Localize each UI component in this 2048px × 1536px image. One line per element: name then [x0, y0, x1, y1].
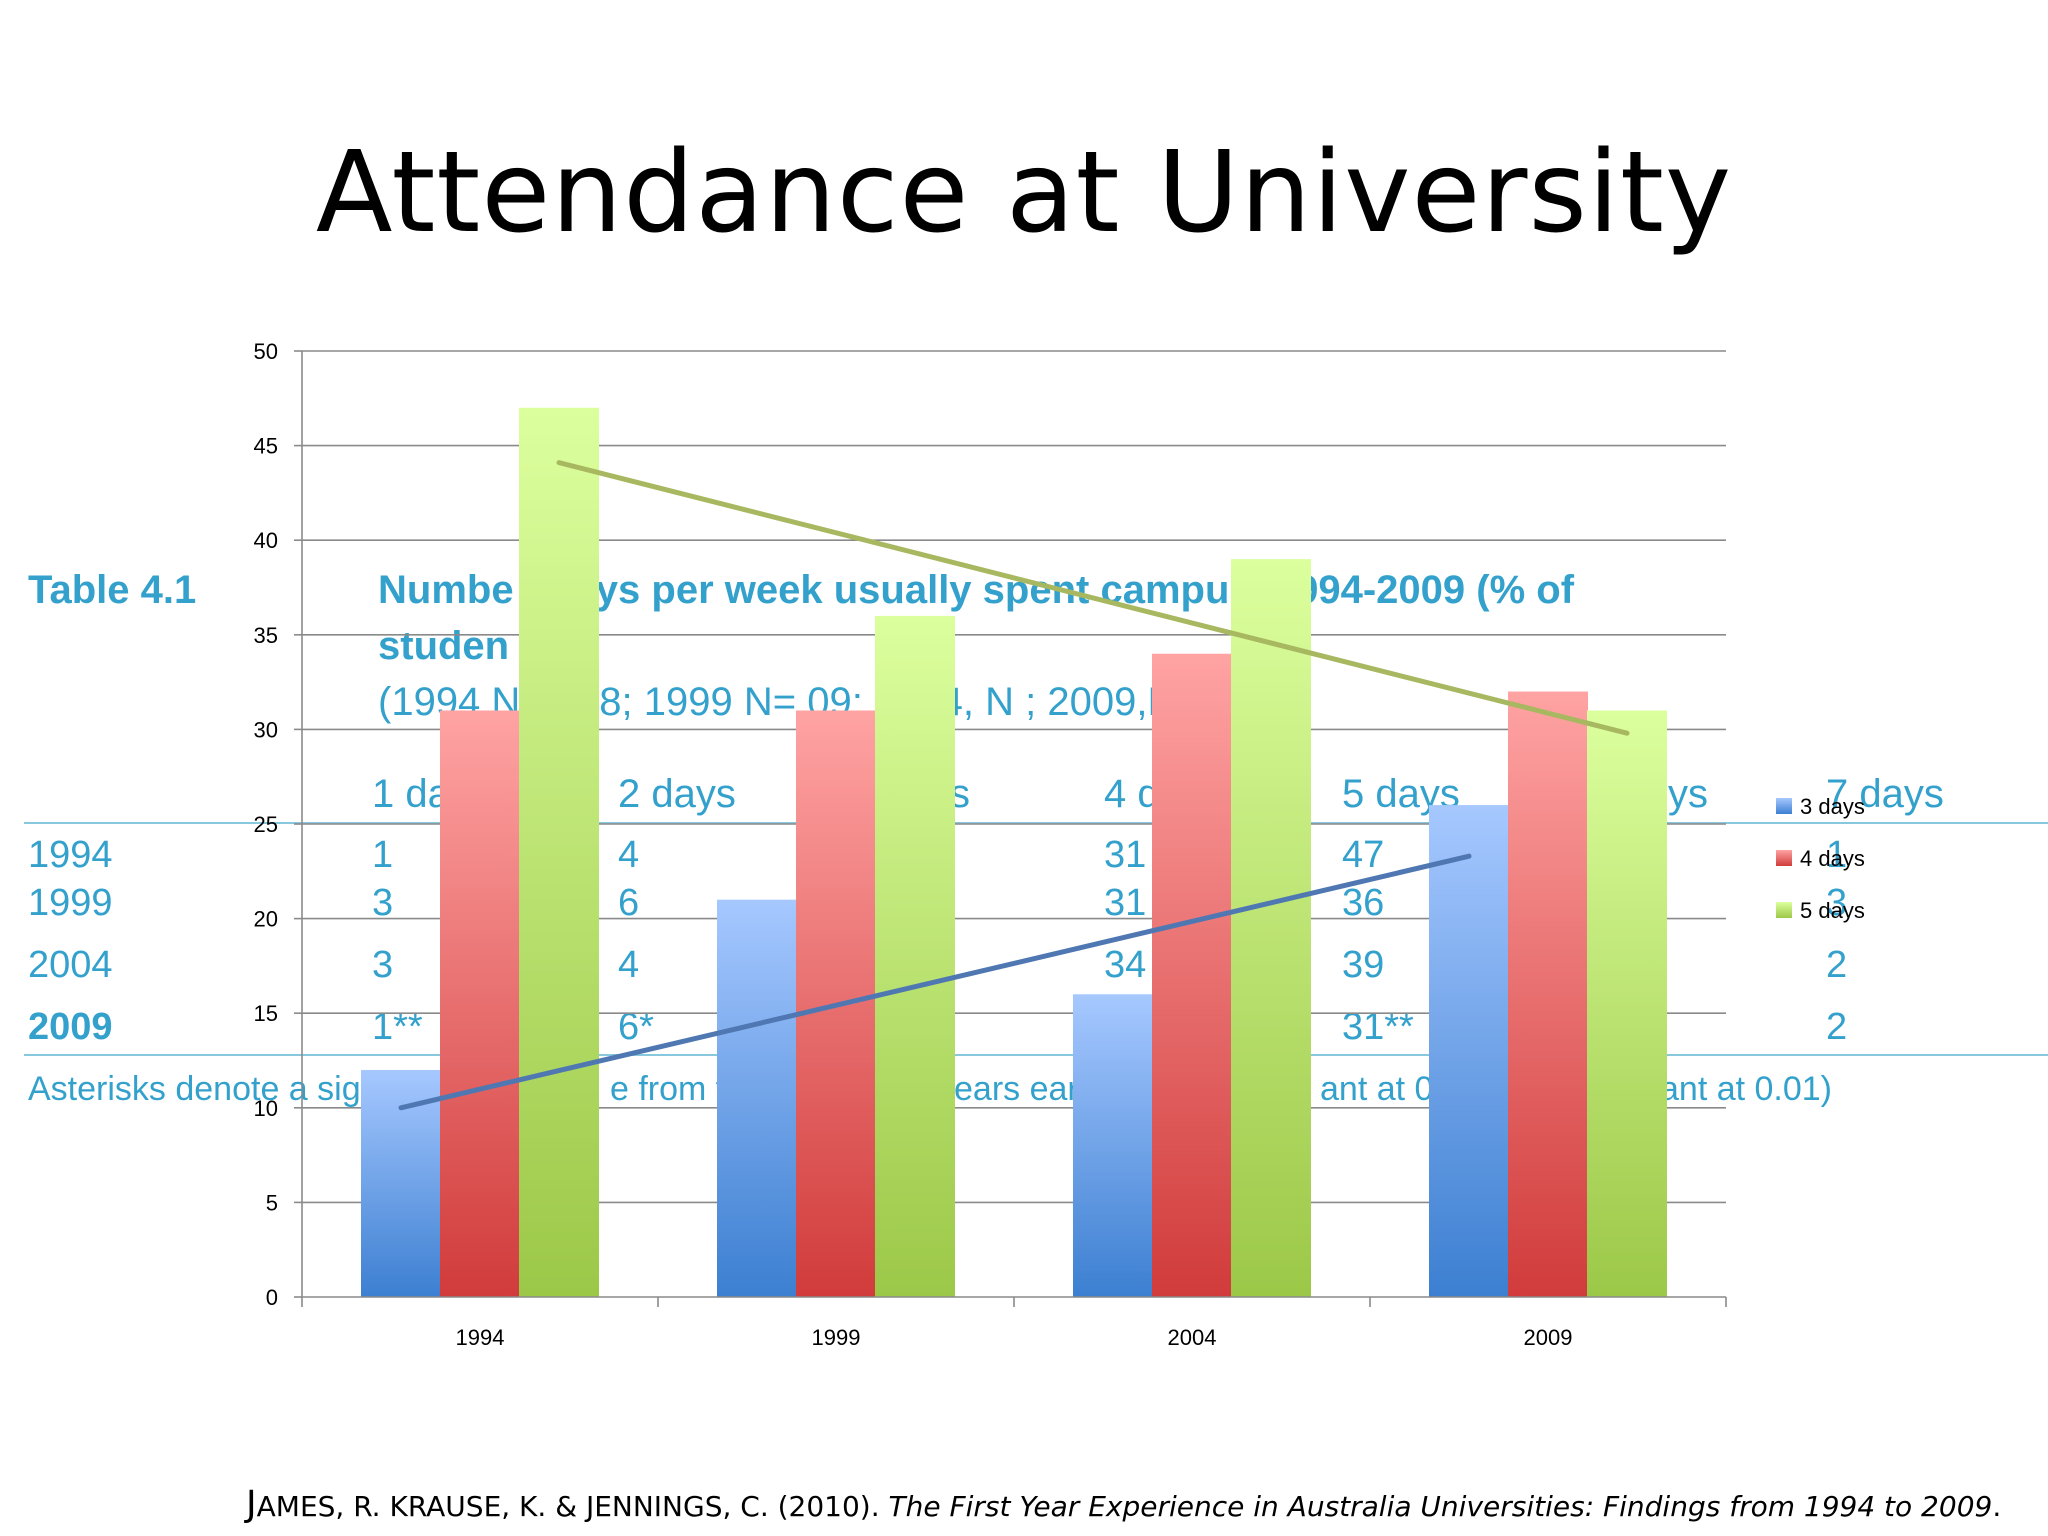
bar-3-days-2004: [1073, 994, 1153, 1297]
table-row-year: 1999: [28, 882, 113, 924]
citation-authors: AMES, R. KRAUSE, K. & JENNINGS, C. (2010…: [256, 1490, 889, 1523]
bar-4-days-2009: [1508, 691, 1588, 1297]
y-tick-label: 30: [254, 717, 278, 742]
citation: JAMES, R. KRAUSE, K. & JENNINGS, C. (201…: [246, 1484, 2001, 1525]
table-header: ys: [1668, 772, 1708, 816]
table-cell: 2: [1826, 944, 1848, 986]
y-tick-label: 20: [254, 907, 278, 932]
bar-4-days-1994: [440, 710, 520, 1297]
legend: 3 days 4 days 5 days: [1776, 794, 1865, 923]
trendlines: [398, 460, 1630, 1111]
y-tick-label: 10: [254, 1096, 278, 1121]
trendline-5-days: [556, 460, 1630, 736]
table-header: 2 days: [618, 772, 736, 816]
table-label: Table 4.1: [28, 568, 197, 612]
citation-end: .: [1992, 1490, 2002, 1523]
x-tick-label: 1999: [812, 1325, 861, 1350]
table-header: 7 days: [1826, 772, 1944, 816]
legend-swatch: [1776, 850, 1792, 866]
table-cell: 39: [1342, 944, 1385, 986]
citation-initial: J: [246, 1484, 257, 1525]
y-tick-label: 50: [254, 339, 278, 364]
bar-4-days-2004: [1152, 653, 1232, 1297]
table-cell: 3: [1826, 882, 1848, 924]
table-rule: [24, 822, 2048, 824]
table-cell: 1: [1826, 834, 1848, 876]
bar-3-days-1994: [361, 1069, 441, 1297]
table-cell: 4: [618, 944, 640, 986]
table-cell: 36: [1342, 882, 1385, 924]
table-cell: 31: [1104, 834, 1147, 876]
table-cell: 1: [372, 834, 394, 876]
table-rule: [24, 1054, 2048, 1056]
slide-title: Attendance at University: [315, 128, 1733, 258]
y-tick-label: 45: [254, 434, 278, 459]
table-cell: 3: [372, 882, 394, 924]
x-tick-label: 1994: [456, 1325, 505, 1350]
table-cell: 6: [618, 882, 640, 924]
legend-label: 4 days: [1800, 846, 1865, 871]
bar-5-days-1999: [875, 615, 955, 1297]
table-row-year: 2004: [28, 944, 113, 986]
legend-label: 3 days: [1800, 794, 1865, 819]
y-tick-label: 5: [266, 1190, 278, 1215]
bar-3-days-2009: [1429, 805, 1509, 1297]
y-tick-label: 0: [266, 1285, 278, 1310]
legend-swatch: [1776, 902, 1792, 918]
x-tick-label: 2009: [1524, 1325, 1573, 1350]
legend-swatch: [1776, 798, 1792, 814]
table-cell: 4: [618, 834, 640, 876]
y-axis-ticks: 0 5 10 15 20 25 30 35 40 45 50: [254, 339, 302, 1310]
bar-5-days-1994: [519, 407, 599, 1297]
table-header: 1 da: [372, 772, 450, 816]
table-cell: 31: [1104, 882, 1147, 924]
table-cell: 3: [372, 944, 394, 986]
y-tick-label: 15: [254, 1001, 278, 1026]
bar-5-days-2009: [1587, 710, 1667, 1297]
table-cell: 34: [1104, 944, 1147, 986]
table-caption-line2: studen: [378, 624, 510, 668]
x-axis-ticks: 1994 1999 2004 2009: [301, 1297, 1727, 1350]
table-footnote: Asterisks denote a sig: [28, 1070, 361, 1108]
x-tick-label: 2004: [1168, 1325, 1217, 1350]
y-tick-label: 25: [254, 812, 278, 837]
trendline-3-days: [398, 853, 1472, 1111]
table-cell: 47: [1342, 834, 1385, 876]
y-tick-label: 40: [254, 528, 278, 553]
table-cell: 2: [1826, 1006, 1848, 1048]
bars: [361, 407, 1667, 1297]
legend-label: 5 days: [1800, 898, 1865, 923]
table-footnote: ears earl: [954, 1070, 1087, 1108]
bar-5-days-2004: [1231, 559, 1311, 1297]
y-tick-label: 35: [254, 623, 278, 648]
bar-3-days-1999: [717, 899, 797, 1297]
citation-work: The First Year Experience in Australia U…: [888, 1490, 1993, 1523]
table-row-year: 2009: [28, 1006, 113, 1048]
table-footnote: ant at 0.01): [1660, 1070, 1833, 1108]
table-row-year: 1994: [28, 834, 113, 876]
table-header: 4 d: [1104, 772, 1160, 816]
